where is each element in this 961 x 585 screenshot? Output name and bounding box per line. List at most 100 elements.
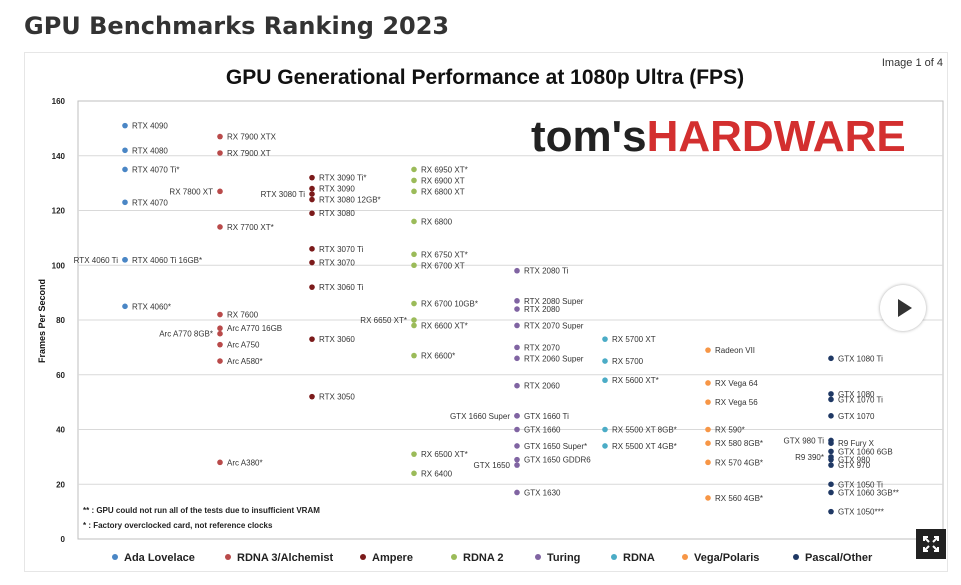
- legend-item[interactable]: Ada Lovelace: [112, 552, 195, 564]
- logo-text-hardware: HARDWARE: [647, 112, 906, 161]
- data-point: [514, 322, 520, 329]
- point-label: RX 6600*: [421, 352, 455, 361]
- point-label: Arc A580*: [227, 357, 263, 366]
- point-label: RX 7800 XT: [169, 187, 213, 196]
- legend-marker: [793, 554, 799, 560]
- data-point: [122, 199, 128, 206]
- legend-item[interactable]: RDNA: [611, 552, 655, 564]
- point-label: RTX 4070: [132, 198, 168, 207]
- data-point: [514, 306, 520, 312]
- data-point: [828, 396, 834, 403]
- data-point: [514, 443, 520, 449]
- data-point: [217, 341, 223, 348]
- point-label: GTX 980 Ti: [784, 436, 825, 445]
- point-label: RX 7700 XT*: [227, 223, 274, 232]
- point-label: RTX 4090: [132, 122, 168, 131]
- y-tick-label: 160: [52, 97, 66, 106]
- point-label: RX 6600 XT*: [421, 321, 468, 330]
- series-group: RX 6950 XT* RX 6900 XT RX 6800 XT RX 6800 RX…: [360, 165, 478, 478]
- data-point: [705, 440, 711, 446]
- logo-text-toms: tom's: [531, 112, 647, 161]
- point-label: GTX 1660 Ti: [524, 412, 569, 421]
- point-label: GTX 1060 3GB**: [838, 488, 899, 497]
- play-button[interactable]: [880, 285, 926, 331]
- data-point: [411, 352, 417, 359]
- data-point: [411, 470, 417, 477]
- data-point: [217, 224, 223, 230]
- data-point: [514, 382, 520, 389]
- data-point: [122, 166, 128, 173]
- point-label: RTX 4070 Ti*: [132, 165, 179, 174]
- data-point: [828, 489, 834, 496]
- legend-label: Vega/Polaris: [694, 552, 759, 564]
- legend-item[interactable]: RDNA 2: [451, 552, 504, 564]
- point-label: GTX 1050 Ti: [838, 480, 883, 489]
- legend-item[interactable]: Vega/Polaris: [682, 552, 759, 564]
- legend[interactable]: Ada Lovelace RDNA 3/Alchemist Ampere RDNA 2…: [112, 552, 873, 564]
- chart-notes: ** : GPU could not run all of the tests …: [83, 506, 320, 530]
- y-tick-label: 60: [56, 371, 65, 380]
- point-label: Arc A750: [227, 341, 260, 350]
- legend-item[interactable]: Ampere: [360, 552, 413, 564]
- point-label: RX 5600 XT*: [612, 376, 659, 385]
- point-label: Radeon VII: [715, 346, 755, 355]
- point-label: RTX 3080 12GB*: [319, 196, 381, 205]
- data-point: [705, 347, 711, 353]
- point-label: RX 6950 XT*: [421, 165, 468, 174]
- data-point: [309, 174, 315, 181]
- y-tick-label: 100: [52, 261, 66, 270]
- data-point: [411, 251, 417, 258]
- legend-item[interactable]: Turing: [535, 552, 580, 564]
- data-point: [309, 191, 315, 197]
- data-point: [411, 177, 417, 184]
- point-label: GTX 1070: [838, 412, 875, 421]
- point-label: RTX 2080 Ti: [524, 267, 569, 276]
- legend-label: Ampere: [372, 552, 413, 564]
- legend-marker: [611, 554, 617, 560]
- point-label: GTX 970: [838, 461, 871, 470]
- point-label: R9 Fury X: [838, 439, 875, 448]
- point-label: Arc A770 8GB*: [159, 330, 213, 339]
- logo-text: tom'sHARDWARE: [531, 112, 906, 161]
- data-point: [217, 188, 223, 195]
- point-label: RX Vega 56: [715, 398, 758, 407]
- data-point: [217, 325, 223, 332]
- point-label: RTX 3070: [319, 259, 355, 268]
- series-group: RTX 3090 Ti* RTX 3090 RTX 3080 Ti RTX 3080 …: [261, 174, 381, 402]
- expand-button[interactable]: [916, 529, 946, 559]
- data-point: [411, 262, 417, 269]
- legend-label: Pascal/Other: [805, 552, 873, 564]
- chart-frame: tom'sHARDWARE GPU Generational Performan…: [24, 52, 948, 572]
- point-label: RTX 3090: [319, 185, 355, 194]
- legend-item[interactable]: Pascal/Other: [793, 552, 873, 564]
- point-label: RTX 2060: [524, 382, 560, 391]
- data-point: [514, 489, 520, 496]
- legend-label: RDNA 2: [463, 552, 504, 564]
- point-label: RX 6650 XT*: [360, 316, 407, 325]
- data-point: [122, 147, 128, 154]
- data-point: [217, 311, 223, 318]
- point-label: RX 6700 10GB*: [421, 300, 478, 309]
- data-point: [705, 459, 711, 466]
- data-point: [602, 358, 608, 364]
- point-label: RTX 3080 Ti: [261, 190, 306, 199]
- point-label: GTX 1660: [524, 426, 561, 435]
- data-point: [705, 495, 711, 501]
- point-label: RX 6800: [421, 217, 453, 226]
- data-point: [309, 284, 315, 290]
- point-label: GTX 1630: [524, 488, 561, 497]
- data-point: [602, 443, 608, 449]
- data-point: [514, 344, 520, 351]
- data-point: [514, 355, 520, 362]
- point-label: GTX 1070 Ti: [838, 395, 883, 404]
- point-label: GTX 1060 6GB: [838, 447, 893, 456]
- point-label: RX 6900 XT: [421, 176, 465, 185]
- data-point: [309, 246, 315, 252]
- y-axis-ticks: 0 20 40 60 80 100 120 140 160: [52, 97, 66, 544]
- legend-marker: [225, 554, 231, 560]
- point-label: GTX 1080: [838, 390, 875, 399]
- chart-title: GPU Generational Performance at 1080p Ul…: [226, 66, 744, 89]
- data-point: [828, 413, 834, 419]
- legend-item[interactable]: RDNA 3/Alchemist: [225, 552, 334, 564]
